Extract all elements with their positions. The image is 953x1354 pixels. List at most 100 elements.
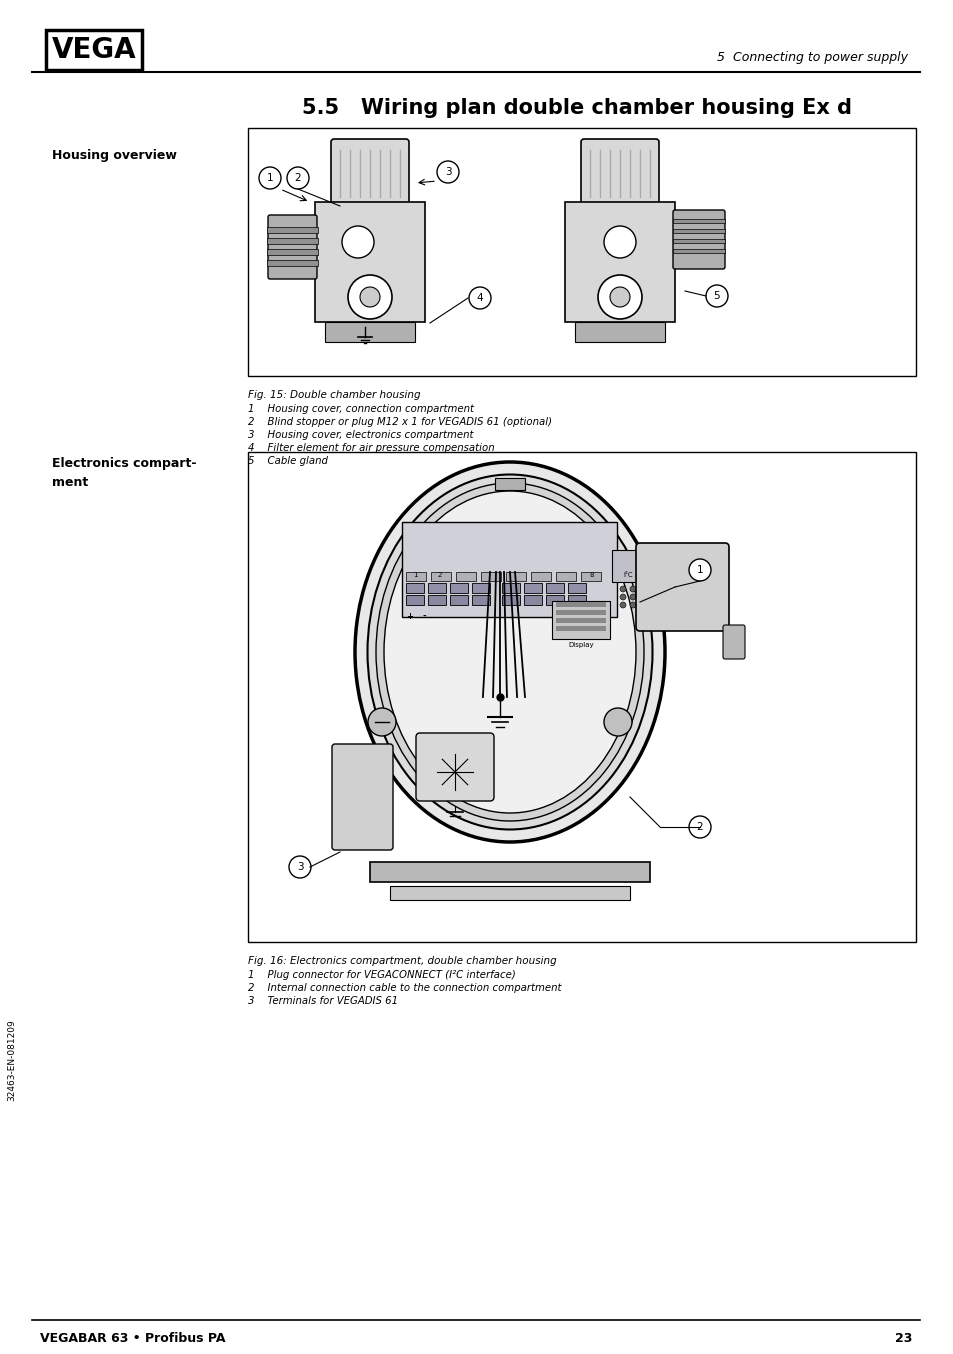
Text: 1: 1 — [696, 565, 702, 575]
Bar — [428, 584, 446, 593]
Bar — [406, 594, 423, 605]
Bar — [450, 594, 468, 605]
Text: 32463-EN-081209: 32463-EN-081209 — [8, 1020, 16, 1101]
Circle shape — [341, 226, 374, 259]
FancyBboxPatch shape — [722, 626, 744, 659]
Bar — [672, 229, 724, 233]
Text: 1: 1 — [413, 571, 416, 578]
Bar — [672, 240, 724, 242]
Bar — [428, 594, 446, 605]
Text: 4: 4 — [476, 292, 483, 303]
Ellipse shape — [384, 492, 636, 812]
Text: Fig. 15: Double chamber housing: Fig. 15: Double chamber housing — [248, 390, 420, 399]
Circle shape — [368, 708, 395, 737]
Bar — [612, 550, 643, 582]
Bar — [390, 886, 629, 900]
Bar — [580, 571, 600, 581]
Text: VEGA: VEGA — [52, 37, 136, 64]
Circle shape — [603, 708, 631, 737]
Bar — [370, 862, 649, 881]
Bar — [314, 202, 424, 322]
Bar — [501, 594, 519, 605]
Bar — [472, 584, 490, 593]
Text: 3: 3 — [444, 167, 451, 177]
Bar — [523, 584, 541, 593]
FancyBboxPatch shape — [332, 743, 393, 850]
Bar — [267, 260, 317, 265]
Circle shape — [348, 275, 392, 320]
Bar — [267, 249, 317, 255]
Bar — [672, 249, 724, 253]
Bar — [267, 227, 317, 233]
Text: 2: 2 — [294, 173, 301, 183]
Text: 1    Housing cover, connection compartment: 1 Housing cover, connection compartment — [248, 403, 474, 414]
Bar — [567, 594, 585, 605]
Text: 2    Internal connection cable to the connection compartment: 2 Internal connection cable to the conne… — [248, 983, 561, 992]
Text: 1: 1 — [267, 173, 273, 183]
Circle shape — [289, 856, 311, 877]
Bar — [556, 626, 605, 631]
Text: 3    Terminals for VEGADIS 61: 3 Terminals for VEGADIS 61 — [248, 997, 397, 1006]
Bar — [331, 202, 409, 210]
Circle shape — [603, 226, 636, 259]
Text: 5  Connecting to power supply: 5 Connecting to power supply — [717, 51, 907, 65]
Circle shape — [258, 167, 281, 190]
Circle shape — [629, 603, 636, 608]
Bar — [556, 603, 605, 607]
Circle shape — [436, 161, 458, 183]
Circle shape — [619, 603, 625, 608]
Bar — [564, 202, 675, 322]
Text: +: + — [406, 612, 413, 621]
Bar — [523, 594, 541, 605]
Text: 3    Housing cover, electronics compartment: 3 Housing cover, electronics compartment — [248, 431, 473, 440]
FancyBboxPatch shape — [636, 543, 728, 631]
Text: -: - — [422, 612, 425, 621]
Ellipse shape — [367, 474, 652, 830]
Bar — [580, 202, 659, 210]
Text: 5.5   Wiring plan double chamber housing Ex d: 5.5 Wiring plan double chamber housing E… — [302, 97, 851, 118]
Bar — [431, 571, 451, 581]
FancyBboxPatch shape — [331, 139, 409, 204]
Text: VEGABAR 63 • Profibus PA: VEGABAR 63 • Profibus PA — [40, 1331, 225, 1345]
Bar — [556, 571, 576, 581]
Circle shape — [609, 287, 629, 307]
Text: 8: 8 — [589, 571, 594, 578]
Bar — [450, 584, 468, 593]
Bar — [480, 571, 500, 581]
Circle shape — [688, 816, 710, 838]
Bar — [472, 594, 490, 605]
Text: ment: ment — [52, 475, 89, 489]
Bar — [556, 611, 605, 615]
Bar — [406, 584, 423, 593]
Text: 1    Plug connector for VEGACONNECT (I²C interface): 1 Plug connector for VEGACONNECT (I²C in… — [248, 969, 516, 980]
Text: 3: 3 — [296, 862, 303, 872]
Bar — [567, 584, 585, 593]
Bar — [556, 617, 605, 623]
Circle shape — [359, 287, 379, 307]
Text: 23: 23 — [894, 1331, 911, 1345]
Bar — [575, 322, 664, 343]
Circle shape — [469, 287, 491, 309]
Circle shape — [629, 594, 636, 600]
Circle shape — [598, 275, 641, 320]
Text: Fig. 16: Electronics compartment, double chamber housing: Fig. 16: Electronics compartment, double… — [248, 956, 557, 965]
Circle shape — [629, 586, 636, 592]
Bar — [401, 523, 617, 617]
Bar — [325, 322, 415, 343]
Bar — [456, 571, 476, 581]
Text: 4    Filter element for air pressure compensation: 4 Filter element for air pressure compen… — [248, 443, 494, 454]
Bar — [248, 129, 915, 376]
Circle shape — [287, 167, 309, 190]
FancyBboxPatch shape — [416, 733, 494, 802]
Bar — [501, 584, 519, 593]
Text: 2: 2 — [437, 571, 442, 578]
FancyBboxPatch shape — [268, 215, 316, 279]
Text: Electronics compart-: Electronics compart- — [52, 458, 196, 470]
Text: Display: Display — [568, 642, 593, 649]
Circle shape — [688, 559, 710, 581]
Bar — [545, 594, 563, 605]
Text: I²C: I²C — [622, 571, 632, 578]
Bar — [531, 571, 551, 581]
Bar — [545, 584, 563, 593]
FancyBboxPatch shape — [580, 139, 659, 204]
